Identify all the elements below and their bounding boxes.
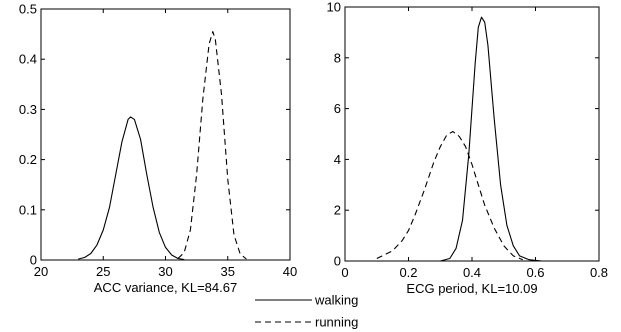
x-tick-label: 0.8	[590, 265, 608, 280]
x-tick-label: 35	[221, 264, 235, 279]
x-axis-label: ECG period, KL=10.09	[406, 281, 537, 296]
legend-label-walking: walking	[314, 293, 358, 308]
x-tick-label: 40	[283, 264, 297, 279]
x-tick-label: 25	[96, 264, 110, 279]
y-tick-label: 2	[334, 203, 341, 218]
y-tick-label: 0.3	[19, 102, 37, 117]
series-line-walking	[440, 16, 568, 262]
y-tick-label: 4	[334, 152, 341, 167]
series-line-running	[177, 31, 247, 260]
y-tick-label: 8	[334, 50, 341, 65]
x-tick-label: 0.6	[526, 265, 544, 280]
left-chart-panel: 20 25 30 35 40 0 0.1 0.2 0.3 0.4 0.5 ACC variance, …	[19, 2, 297, 296]
y-tick-label: 0	[334, 254, 341, 269]
x-axis-label: ACC variance, KL=84.67	[94, 280, 237, 295]
legend-label-running: running	[315, 315, 358, 330]
x-tick-label: 0.2	[399, 265, 417, 280]
x-tick-label: 0.4	[463, 265, 481, 280]
y-tick-label: 0.1	[19, 202, 37, 217]
y-tick-label: 0.2	[19, 152, 37, 167]
y-tick-label: 0	[30, 253, 37, 268]
y-tick-label: 10	[327, 0, 341, 15]
plot-frame	[40, 8, 291, 261]
legend: walking running	[255, 293, 358, 330]
y-tick-label: 0.4	[19, 52, 37, 67]
x-tick-label: 30	[158, 264, 172, 279]
y-tick-label: 0.5	[19, 2, 37, 17]
y-tick-label: 6	[334, 101, 341, 116]
plot-frame	[344, 6, 600, 262]
right-chart-panel: 0 0.2 0.4 0.6 0.8 0 2 4 6 8 10 ECG period, KL=10.09	[327, 0, 609, 296]
x-tick-label: 20	[34, 264, 48, 279]
series-line-running	[376, 130, 524, 261]
series-line-walking	[78, 116, 185, 261]
x-tick-label: 0	[341, 265, 348, 280]
